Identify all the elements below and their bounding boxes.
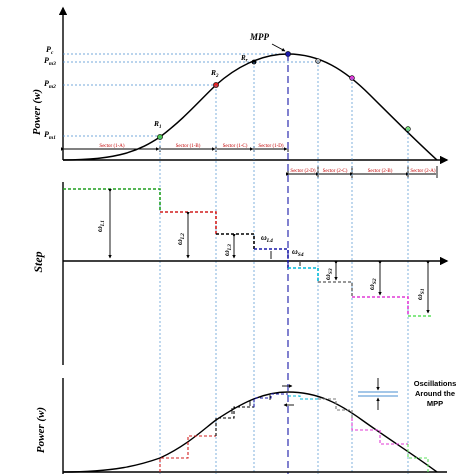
sector-1c-label: Sector (1-C) [223, 144, 248, 149]
step-5 [288, 267, 319, 282]
step-1 [63, 188, 161, 212]
svg-text:R2: R2 [210, 68, 219, 79]
svg-text:Rr: Rr [240, 54, 248, 64]
sector-2c-label: Sector (2-C) [323, 169, 348, 174]
wl1-label: ωL1 [95, 220, 106, 232]
svg-text:Pm2: Pm2 [44, 79, 56, 90]
step-panel: Step ωL1 ωL2 ωL3 ωL4 ωS4 ωS3 ωS2 ωS1 [31, 182, 449, 365]
svg-text:Pm3: Pm3 [44, 56, 56, 67]
bottom-step-cyan [288, 395, 318, 400]
step-6 [318, 281, 353, 297]
top-y-label: Power (w) [31, 89, 43, 135]
sector-1d-label: Sector (1-D) [258, 144, 283, 149]
svg-text:ωL3: ωL3 [222, 244, 233, 256]
svg-text:ωL4: ωL4 [261, 233, 273, 244]
bottom-y-label: Power (w) [35, 407, 47, 453]
mpp-pointer [271, 43, 286, 52]
sector-2a-label: Sector (2-A) [410, 169, 435, 174]
osc-text-3: MPP [427, 399, 443, 408]
bottom-step-black [215, 406, 254, 436]
ws2-label: ωS2 [367, 278, 378, 290]
svg-text:Pm1: Pm1 [44, 130, 56, 141]
svg-text:ωL1: ωL1 [95, 220, 106, 232]
pm3-label: Pm3 [44, 56, 56, 67]
bottom-step-green [407, 444, 429, 472]
pm2-label: Pm2 [44, 79, 56, 90]
top-panel: Sector (1-A) Sector (1-B) Sector (1-C) S… [31, 6, 449, 178]
vertical-guides [159, 61, 409, 474]
r1-label: R1 [153, 119, 162, 130]
r3-label: Rr [240, 54, 248, 64]
bottom-step-red [159, 435, 216, 472]
bottom-panel: Power (w) Oscillations Around the MPP [35, 378, 456, 474]
ws1-label: ωS1 [415, 288, 426, 300]
mpp-label: MPP [249, 32, 270, 42]
pm1-label: Pm1 [44, 130, 56, 141]
svg-text:ωS1: ωS1 [415, 288, 426, 300]
sector-1b-label: Sector (1-B) [176, 144, 201, 149]
step-7 [352, 296, 409, 316]
osc-text-2: Around the [415, 389, 455, 398]
ws4-label: ωS4 [292, 247, 304, 258]
wl2-label: ωL2 [175, 233, 186, 245]
svg-text:ωS2: ωS2 [367, 278, 378, 290]
wl3-label: ωL3 [222, 244, 233, 256]
step-2 [160, 211, 217, 234]
step-y-label: Step [31, 251, 45, 272]
wl4-label: ωL4 [261, 233, 273, 244]
svg-text:ωL2: ωL2 [175, 233, 186, 245]
ws3-label: ωS3 [323, 268, 334, 280]
svg-text:Pc: Pc [46, 45, 54, 56]
osc-text-1: Oscillations [414, 379, 457, 388]
step-4 [254, 248, 289, 268]
svg-text:ωS4: ωS4 [292, 247, 304, 258]
r2-label: R2 [210, 68, 219, 79]
sector-2d-label: Sector (2-D) [290, 169, 315, 174]
bottom-step-gray [318, 398, 353, 418]
svg-text:R1: R1 [153, 119, 162, 130]
sector-2b-label: Sector (2-B) [368, 169, 393, 174]
power-curve [62, 53, 438, 161]
bottom-step-magenta [351, 418, 408, 445]
pc-label: Pc [46, 45, 54, 56]
step-3 [216, 233, 255, 249]
svg-text:ωS3: ωS3 [323, 268, 334, 280]
bottom-step-blue [253, 393, 288, 407]
sector-1a-label: Sector (1-A) [99, 144, 124, 149]
